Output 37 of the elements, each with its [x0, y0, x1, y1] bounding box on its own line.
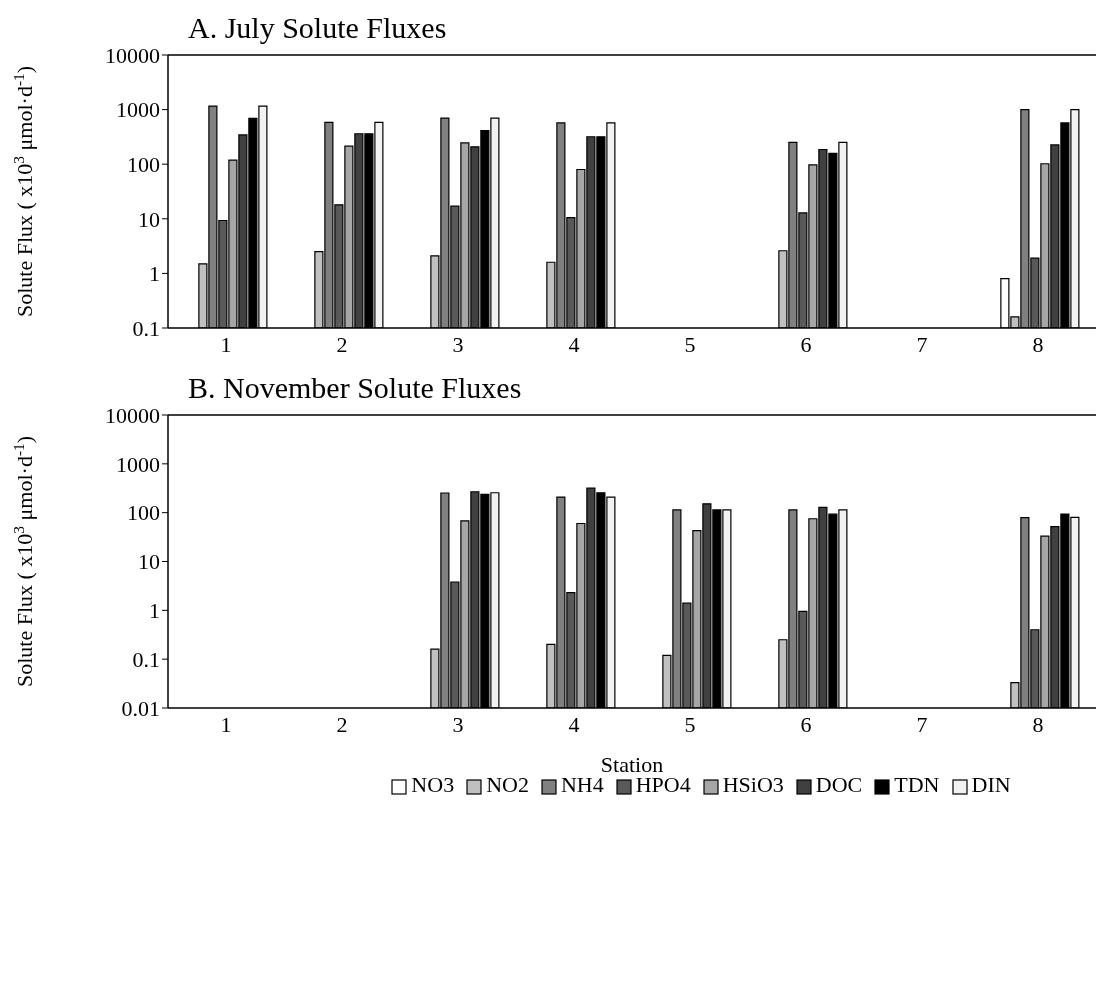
- y-tick-label: 10000: [105, 402, 160, 428]
- y-tick-label: 1000: [116, 97, 160, 123]
- legend-label: NO3: [411, 772, 455, 797]
- y-tick-label: 0.1: [132, 315, 160, 341]
- x-tick-label: 5: [684, 331, 696, 357]
- x-tick-label: 6: [800, 331, 812, 357]
- x-tick-label: 7: [916, 331, 928, 357]
- x-tick-label: 8: [1032, 711, 1044, 737]
- y-tick-label: 1000: [116, 451, 160, 477]
- y-tick-label: 100: [127, 500, 160, 526]
- chart-title: B. November Solute Fluxes: [188, 370, 523, 406]
- x-tick-label: 2: [336, 711, 348, 737]
- legend-label: HSiO3: [722, 772, 784, 797]
- y-tick-label: 0.01: [121, 695, 160, 721]
- x-tick-label: 6: [800, 711, 812, 737]
- legend-label: DOC: [815, 772, 863, 797]
- y-tick-label: 10: [138, 549, 160, 575]
- y-tick-label: 1: [149, 261, 160, 287]
- x-tick-label: 1: [220, 711, 232, 737]
- y-tick-label: 100: [127, 152, 160, 178]
- legend-label: TDN: [894, 772, 940, 797]
- legend-label: NO2: [486, 772, 529, 797]
- x-tick-label: 1: [220, 331, 232, 357]
- x-tick-label: 4: [568, 711, 580, 737]
- y-tick-label: 10000: [105, 42, 160, 68]
- y-tick-label: 10: [138, 206, 160, 232]
- y-tick-label: 0.1: [132, 646, 160, 672]
- x-tick-label: 7: [916, 711, 928, 737]
- x-tick-label: 2: [336, 331, 348, 357]
- x-tick-label: 4: [568, 331, 580, 357]
- x-tick-label: 5: [684, 711, 696, 737]
- x-tick-label: 3: [452, 711, 464, 737]
- legend-label: DIN: [971, 772, 1011, 797]
- chart-title: A. July Solute Fluxes: [188, 10, 448, 46]
- y-tick-label: 1: [149, 598, 160, 624]
- x-tick-label: 8: [1032, 331, 1044, 357]
- x-tick-label: 3: [452, 331, 464, 357]
